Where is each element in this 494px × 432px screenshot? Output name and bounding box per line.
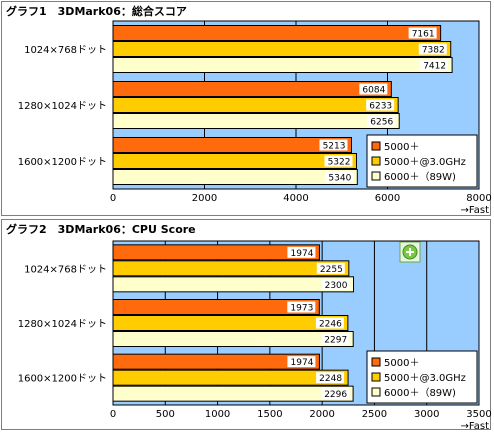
- data-label-box: [366, 99, 395, 111]
- category-label: 1024×768ドット: [24, 45, 107, 56]
- data-label: 7412: [423, 62, 446, 72]
- data-label: 5322: [328, 158, 351, 168]
- data-label: 1974: [291, 358, 314, 368]
- x-tick-label: 2000: [309, 409, 334, 420]
- x-tick-label: 3500: [466, 409, 491, 420]
- chart-svg: 0 2000 4000 6000 8000→Fast 1024×768ドット 7161 738…: [18, 20, 492, 216]
- x-tick-label: 1500: [257, 409, 282, 420]
- data-label: 2255: [320, 265, 343, 275]
- bar: [112, 153, 357, 169]
- chart-title: グラフ1 3DMark06：総合スコア: [6, 5, 187, 18]
- bar: [112, 25, 442, 41]
- fast-label: →Fast: [461, 421, 490, 432]
- data-label: 2300: [325, 281, 348, 291]
- data-label: 6233: [369, 102, 392, 112]
- data-label: 2297: [324, 336, 347, 346]
- data-label: 2246: [319, 320, 342, 330]
- data-label-box: [324, 155, 353, 167]
- bar: [112, 113, 400, 129]
- data-label-box: [321, 333, 350, 345]
- category-label: 1600×1200ドット: [18, 374, 107, 385]
- x-tick-label: 0: [110, 409, 116, 420]
- bar: [112, 331, 354, 347]
- bar: [112, 276, 355, 293]
- data-label-box: [367, 115, 396, 127]
- data-label: 2248: [319, 374, 342, 384]
- bar: [112, 353, 320, 370]
- category-label: 1280×1024ドット: [18, 319, 107, 330]
- x-tick-label: 2500: [362, 409, 387, 420]
- chart-title: グラフ2 3DMark06：CPU Score: [6, 223, 196, 236]
- x-tick-label: 2000: [192, 193, 217, 204]
- x-tick-label: 500: [156, 409, 175, 420]
- data-label: 5340: [328, 174, 351, 184]
- legend-swatch: [371, 372, 381, 382]
- data-label-box: [287, 356, 316, 368]
- legend-entry: 5000＋@3.0GHz: [384, 157, 466, 168]
- data-label: 2296: [324, 390, 347, 400]
- data-label-box: [359, 83, 388, 95]
- legend-entry: 5000＋: [384, 358, 419, 369]
- x-tick-label: 8000: [466, 193, 491, 204]
- bar: [112, 57, 453, 73]
- legend-entry: 6000＋（89W): [384, 387, 456, 399]
- x-tick-label: 6000: [375, 193, 400, 204]
- category-label: 1600×1200ドット: [18, 157, 107, 168]
- data-label-box: [316, 262, 345, 274]
- x-tick-label: 0: [110, 193, 116, 204]
- x-tick-label: 4000: [283, 193, 308, 204]
- chart-panel-1: グラフ1 3DMark06：総合スコア 0 2000 4000 6000 8000 →Fa…: [1, 1, 492, 216]
- data-label-box: [418, 43, 447, 55]
- bar: [112, 169, 358, 185]
- data-label-box: [321, 388, 350, 400]
- legend-swatch: [371, 156, 381, 166]
- bar: [112, 244, 320, 261]
- data-label: 6084: [362, 86, 385, 96]
- chart-panel-2: グラフ2 3DMark06：CPU Score 0 500 1000 1500 2000…: [1, 219, 492, 432]
- data-label: 7161: [412, 30, 435, 40]
- data-label: 7382: [422, 46, 445, 56]
- bar: [112, 97, 399, 113]
- data-label-box: [315, 317, 344, 329]
- legend-swatch: [371, 171, 381, 181]
- bar: [112, 315, 349, 331]
- data-label: 1973: [290, 304, 313, 314]
- data-label-box: [420, 59, 449, 71]
- data-label-box: [408, 27, 437, 39]
- bar: [112, 299, 320, 315]
- data-label: 1974: [291, 249, 314, 259]
- category-label: 1024×768ドット: [24, 264, 107, 275]
- legend-swatch: [371, 141, 381, 151]
- data-label: 6256: [370, 118, 393, 128]
- legend-swatch: [371, 357, 381, 367]
- x-tick-label: 1000: [205, 409, 230, 420]
- data-label-box: [316, 372, 345, 384]
- chart-svg: 0 500 1000 1500 2000 2500 3000 3500→Fast 1024×76…: [18, 240, 492, 432]
- data-label-box: [287, 246, 316, 258]
- data-label-box: [321, 278, 350, 290]
- legend-swatch: [371, 387, 381, 397]
- fast-label: →Fast: [461, 205, 490, 216]
- bar: [112, 81, 392, 97]
- data-label-box: [319, 139, 348, 151]
- bar: [112, 137, 352, 153]
- bar: [112, 41, 452, 57]
- bar: [112, 260, 350, 277]
- data-label-box: [325, 171, 354, 183]
- bar: [112, 369, 349, 386]
- legend-entry: 6000＋（89W): [384, 171, 456, 183]
- data-label: 5213: [323, 142, 346, 152]
- green-plus-circle-icon: [399, 241, 421, 263]
- legend-entry: 5000＋@3.0GHz: [384, 373, 466, 384]
- x-tick-label: 3000: [414, 409, 439, 420]
- bar: [112, 385, 354, 402]
- legend: [366, 134, 478, 188]
- legend-entry: 5000＋: [384, 142, 419, 153]
- legend: [366, 350, 478, 404]
- category-label: 1280×1024ドット: [18, 101, 107, 112]
- data-label-box: [287, 301, 316, 313]
